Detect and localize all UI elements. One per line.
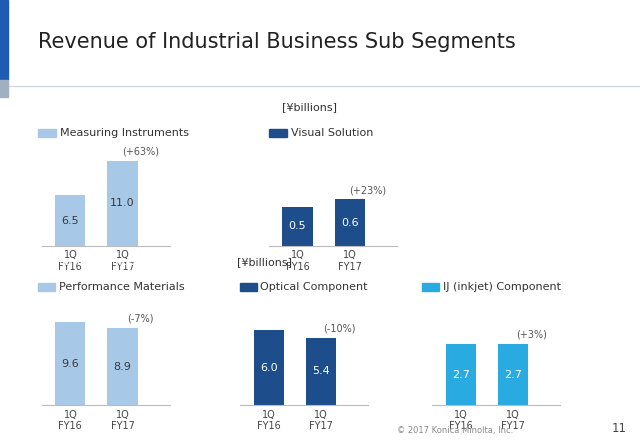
Bar: [335, 199, 365, 246]
Text: Visual Solution: Visual Solution: [291, 128, 373, 138]
Text: IJ (inkjet) Component: IJ (inkjet) Component: [443, 282, 561, 291]
Bar: [498, 344, 528, 405]
Bar: [108, 328, 138, 405]
Text: Measuring Instruments: Measuring Instruments: [60, 128, 189, 138]
Text: [¥billions]: [¥billions]: [237, 257, 292, 267]
Bar: [306, 338, 336, 405]
Text: (+23%): (+23%): [349, 185, 387, 195]
Text: Materials・Components: Materials・Components: [44, 257, 164, 267]
Text: (-10%): (-10%): [323, 323, 355, 333]
Bar: [282, 207, 313, 246]
Text: (+63%): (+63%): [122, 146, 159, 156]
Text: © 2017 Konica Minolta, Inc.: © 2017 Konica Minolta, Inc.: [397, 426, 513, 435]
Text: 0.5: 0.5: [289, 222, 307, 232]
Text: 11: 11: [611, 422, 626, 435]
Text: 11.0: 11.0: [110, 198, 135, 208]
Text: (-7%): (-7%): [127, 314, 154, 323]
Text: 9.6: 9.6: [61, 359, 79, 369]
Text: 6.5: 6.5: [61, 216, 79, 225]
Text: 8.9: 8.9: [114, 361, 131, 372]
Bar: [108, 161, 138, 246]
Text: (+3%): (+3%): [516, 330, 547, 340]
Text: Revenue of Industrial Business Sub Segments: Revenue of Industrial Business Sub Segme…: [38, 32, 516, 52]
Text: Optical Systems for Industrial Use: Optical Systems for Industrial Use: [45, 102, 223, 112]
Text: Optical Component: Optical Component: [260, 282, 368, 291]
Text: 6.0: 6.0: [260, 363, 278, 373]
Text: Performance Materials: Performance Materials: [59, 282, 184, 291]
Text: 2.7: 2.7: [504, 370, 522, 380]
Text: [¥billions]: [¥billions]: [282, 102, 337, 112]
Bar: [445, 344, 476, 405]
Bar: [55, 322, 86, 405]
Bar: [253, 330, 284, 405]
Text: 5.4: 5.4: [312, 366, 330, 377]
Text: 0.6: 0.6: [341, 218, 358, 228]
Text: 2.7: 2.7: [452, 370, 470, 380]
Bar: [55, 195, 86, 246]
